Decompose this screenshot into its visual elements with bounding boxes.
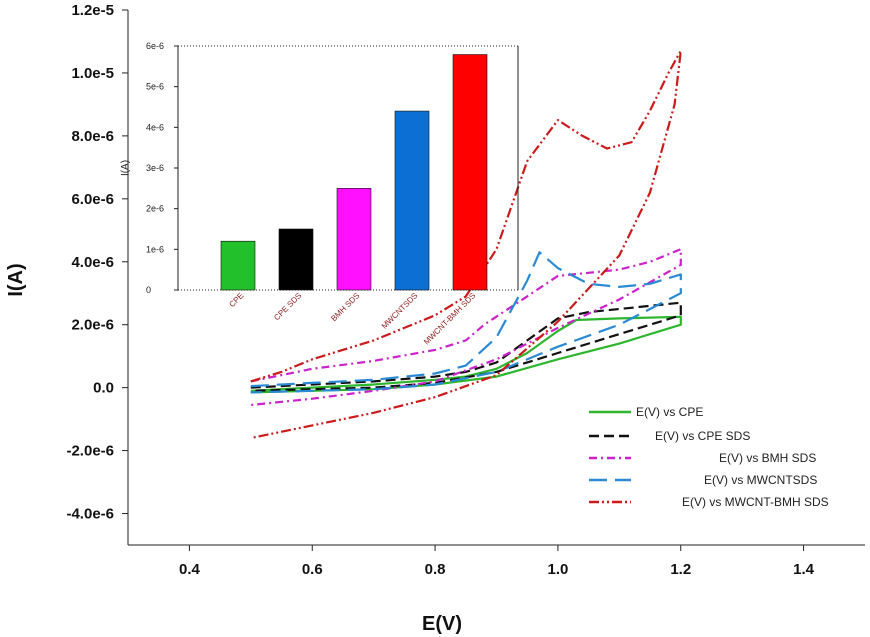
inset-y-label: I(A) (120, 160, 131, 176)
y-tick-label: 4.0e-6 (71, 254, 114, 271)
inset-y-tick-label: 1e-6 (146, 244, 164, 254)
series-line-4 (250, 49, 682, 440)
y-tick-label: -2.0e-6 (66, 443, 114, 460)
y-tick-label: 0.0 (93, 380, 114, 397)
y-tick-label: 8.0e-6 (71, 128, 114, 145)
y-tick-group: 1.2e-5 1.0e-5 8.0e-6 6.0e-6 4.0e-6 2.0e-6 0.0 -… (66, 2, 128, 523)
main-plot-frame (127, 10, 865, 546)
inset-category-label: CPE SDS (272, 291, 303, 322)
y-axis-label: I(A) (5, 263, 27, 296)
inset-y-tick-label: 6e-6 (146, 41, 164, 51)
cv-curves (250, 49, 682, 440)
y-tick-label: 2.0e-6 (71, 317, 114, 334)
inset-y-tick-label: 2e-6 (146, 204, 164, 214)
y-tick-label: 6.0e-6 (71, 191, 114, 208)
inset-bar (278, 228, 314, 291)
inset-y-tick-label: 0 (146, 285, 151, 295)
inset-bars (220, 54, 488, 291)
y-tick-label: -4.0e-6 (66, 506, 114, 523)
inset-bar-chart: 6e-6 5e-6 4e-6 3e-6 2e-6 1e-6 0 CPE CPE SDS BMH … (120, 41, 519, 346)
legend-label: E(V) vs MWCNTSDS (704, 473, 817, 487)
inset-y-tick-label: 3e-6 (146, 163, 164, 173)
x-axis-label: E(V) (422, 613, 462, 635)
inset-category-labels: CPE CPE SDS BMH SDS MWCNTSDS MWCNT-BMH SDS (227, 291, 477, 346)
inset-y-tick-label: 4e-6 (146, 122, 164, 132)
series-line-2 (250, 248, 682, 407)
inset-bar (394, 110, 430, 291)
series-line-0 (250, 315, 682, 394)
legend-label: E(V) vs CPE (636, 405, 703, 419)
x-tick-label: 0.4 (179, 561, 201, 578)
inset-y-tick-label: 5e-6 (146, 82, 164, 92)
y-tick-label: 1.0e-5 (71, 65, 114, 82)
y-tick-label: 1.2e-5 (71, 2, 114, 19)
x-tick-group: 0.4 0.6 0.8 1.0 1.2 1.4 (179, 545, 815, 578)
x-tick-label: 0.8 (425, 561, 446, 578)
legend-label: E(V) vs BMH SDS (719, 451, 816, 465)
legend-label: E(V) vs CPE SDS (655, 429, 750, 443)
inset-bar (452, 54, 488, 291)
x-tick-label: 1.2 (670, 561, 691, 578)
inset-bar (220, 240, 256, 291)
series-line-3 (250, 251, 682, 394)
x-tick-label: 1.4 (793, 561, 815, 578)
inset-bar (336, 188, 372, 291)
series-line-1 (250, 301, 682, 392)
inset-category-label: MWCNTSDS (380, 291, 420, 331)
inset-category-label: CPE (227, 291, 245, 309)
inset-category-label: BMH SDS (329, 291, 361, 323)
legend-label: E(V) vs MWCNT-BMH SDS (682, 495, 829, 509)
x-tick-label: 0.6 (302, 561, 323, 578)
inset-y-ticks: 6e-6 5e-6 4e-6 3e-6 2e-6 1e-6 0 (146, 41, 178, 295)
legend: E(V) vs CPE E(V) vs CPE SDS E(V) vs BMH SD… (589, 405, 829, 509)
x-tick-label: 1.0 (547, 561, 568, 578)
